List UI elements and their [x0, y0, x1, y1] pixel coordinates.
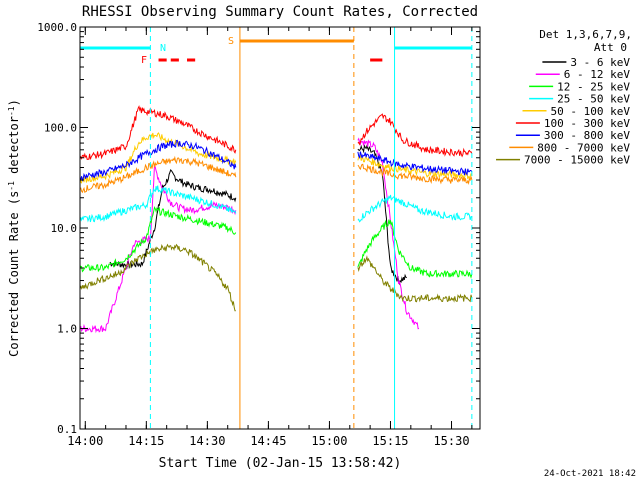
y-tick-label-2: 10.0 — [51, 222, 78, 235]
series-line-3-seg2 — [357, 194, 473, 223]
series-line-7-seg2 — [357, 163, 473, 186]
y-axis-label: Corrected Count Rate (s-1 detector-1) — [7, 99, 22, 357]
legend-label-0: 3 - 6 keV — [570, 56, 630, 69]
flag-label-S: S — [228, 36, 234, 47]
series-line-2-seg1 — [79, 205, 237, 273]
x-tick-label-6: 15:30 — [433, 434, 469, 448]
x-axis-label: Start Time (02-Jan-15 13:58:42) — [159, 456, 402, 471]
y-tick-label-3: 1.0 — [57, 323, 77, 336]
flag-label-F: F — [141, 55, 147, 66]
chart-title: RHESSI Observing Summary Count Rates, Co… — [82, 4, 478, 20]
y-axis-label-main: Corrected Count Rate (s — [7, 191, 21, 357]
x-tick-label-1: 14:15 — [128, 434, 164, 448]
series-line-7-seg1 — [79, 155, 237, 194]
y-axis-label-sup2: -1 — [7, 106, 16, 116]
legend-header-line2: Att 0 — [594, 41, 627, 54]
x-tick-label-5: 15:15 — [372, 434, 408, 448]
footer-date: 24-Oct-2021 18:42 — [544, 469, 636, 479]
y-axis-label-sup1: -1 — [7, 181, 16, 191]
series-line-5-seg1 — [79, 105, 237, 160]
x-axis: 14:00 14:15 14:30 14:45 15:00 15:15 15:30 — [67, 27, 473, 448]
legend-header-line1: Det 1,3,6,7,9, — [539, 28, 632, 41]
x-tick-label-4: 15:00 — [311, 434, 347, 448]
series-line-8-seg2 — [357, 255, 473, 303]
series-line-5-seg2 — [357, 113, 473, 158]
series-line-2-seg2 — [357, 219, 473, 279]
y-tick-label-0: 1000.0 — [37, 21, 77, 34]
series-line-8-seg1 — [79, 243, 236, 312]
x-tick-label-0: 14:00 — [67, 434, 103, 448]
legend-label-2: 12 - 25 keV — [557, 80, 630, 93]
legend-label-4: 50 - 100 keV — [551, 105, 631, 118]
plot-area: N F S — [79, 27, 473, 429]
y-tick-label-1: 100.0 — [44, 122, 77, 135]
x-tick-label-3: 14:45 — [250, 434, 286, 448]
flag-label-N: N — [160, 43, 166, 54]
legend-label-8: 7000 - 15000 keV — [524, 154, 630, 167]
series-line-6-seg2 — [357, 151, 473, 176]
series-line-3-seg1 — [79, 185, 237, 223]
series-line-4-seg1 — [79, 132, 237, 184]
y-tick-label-4: 0.1 — [57, 423, 77, 436]
legend-label-1: 6 - 12 keV — [564, 68, 631, 81]
legend-label-5: 100 - 300 keV — [544, 117, 630, 130]
y-axis-label-end: ) — [7, 99, 21, 106]
legend-label-3: 25 - 50 keV — [557, 93, 630, 106]
x-tick-label-2: 14:30 — [189, 434, 225, 448]
legend-label-7: 800 - 7000 keV — [537, 141, 630, 154]
legend-label-6: 300 - 800 keV — [544, 129, 630, 142]
y-axis: 1000.0 100.0 10.0 1.0 0.1 — [37, 21, 480, 436]
y-axis-label-mid: detector — [7, 116, 21, 181]
series-line-6-seg1 — [79, 139, 237, 182]
series-line-1-seg2 — [357, 137, 420, 330]
